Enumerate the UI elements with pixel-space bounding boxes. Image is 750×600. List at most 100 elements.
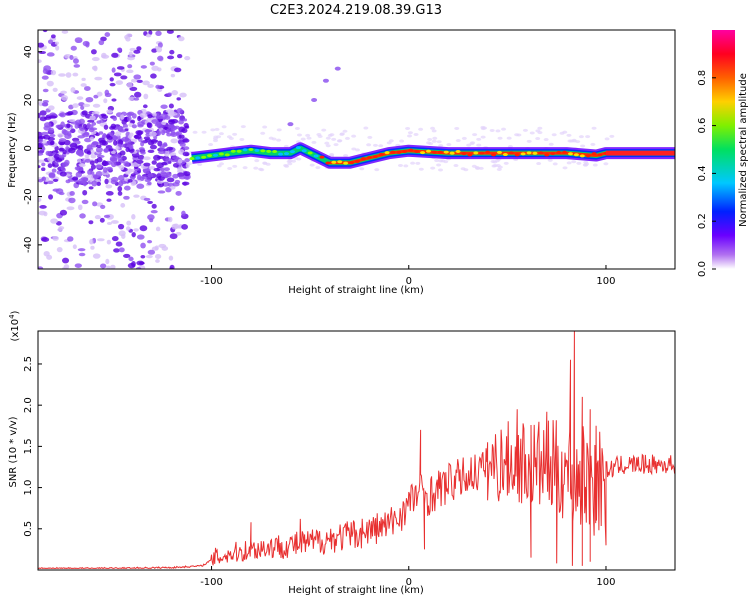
noise-speck <box>183 171 191 177</box>
haze-speck <box>300 137 306 141</box>
haze-speck <box>367 135 373 139</box>
noise-speck <box>120 75 128 80</box>
noise-speck <box>171 156 180 160</box>
noise-speck <box>155 84 161 89</box>
noise-speck <box>123 253 131 258</box>
haze-speck <box>415 161 421 165</box>
noise-speck <box>102 160 107 167</box>
noise-speck <box>41 162 46 167</box>
haze-speck <box>428 142 434 146</box>
branch-point <box>322 78 329 83</box>
noise-speck <box>171 223 178 230</box>
ridge-bead <box>289 150 295 154</box>
noise-speck <box>85 41 90 48</box>
noise-speck <box>139 225 148 232</box>
haze-speck <box>490 159 496 163</box>
noise-speck <box>47 163 53 168</box>
noise-speck <box>38 197 42 203</box>
noise-speck <box>136 183 145 189</box>
noise-speck <box>159 145 165 151</box>
haze-speck <box>434 159 440 163</box>
noise-speck <box>126 33 133 38</box>
noise-speck <box>38 178 44 183</box>
noise-speck <box>149 61 155 66</box>
ridge-bead <box>254 148 260 152</box>
noise-speck <box>143 136 151 140</box>
haze-speck <box>482 126 488 130</box>
haze-speck <box>453 164 459 168</box>
noise-speck <box>67 110 74 116</box>
haze-speck <box>547 158 553 162</box>
x-tick-label: 0 <box>406 577 412 588</box>
haze-speck <box>410 161 416 165</box>
ridge-bead <box>567 152 573 156</box>
snr-frame <box>37 330 676 571</box>
spectrogram-marks <box>38 30 675 269</box>
ridge-bead <box>532 151 538 155</box>
noise-speck <box>91 57 100 62</box>
noise-speck <box>84 158 91 163</box>
haze-speck <box>239 137 245 141</box>
haze-speck <box>566 161 572 165</box>
haze-speck <box>559 131 565 135</box>
haze-speck <box>436 140 442 144</box>
noise-speck <box>126 69 134 74</box>
noise-speck <box>80 83 87 87</box>
noise-speck <box>174 125 180 130</box>
noise-speck <box>69 128 76 134</box>
noise-speck <box>96 144 102 148</box>
snr-y-multiplier: (x104) <box>8 310 21 341</box>
noise-speck <box>38 42 45 48</box>
noise-speck <box>169 205 175 211</box>
noise-speck <box>177 167 183 172</box>
haze-speck <box>240 125 246 129</box>
ridge-bead <box>556 150 562 154</box>
ridge-bead <box>366 155 372 159</box>
ridge-bead <box>491 153 497 157</box>
snr-x-axis-label: Height of straight line (km) <box>288 585 424 596</box>
noise-speck <box>120 203 126 208</box>
noise-speck <box>99 263 107 269</box>
haze-speck <box>460 167 466 171</box>
noise-speck <box>128 51 133 57</box>
ridge-bead <box>473 151 479 155</box>
haze-speck <box>566 133 572 137</box>
ridge-bead <box>390 150 396 154</box>
noise-speck <box>68 104 74 110</box>
noise-speck <box>60 94 69 101</box>
noise-speck <box>154 254 162 259</box>
noise-speck <box>48 172 56 178</box>
ridge-bead <box>544 153 550 157</box>
noise-speck <box>58 113 64 117</box>
noise-speck <box>125 36 131 42</box>
noise-speck <box>135 130 144 136</box>
noise-speck <box>38 165 41 169</box>
ridge-bead <box>272 149 278 153</box>
x-tick-label: -100 <box>200 577 223 588</box>
haze-speck <box>386 141 392 145</box>
noise-speck <box>75 119 82 125</box>
ridge-bead <box>372 155 378 159</box>
haze-speck <box>363 126 369 130</box>
noise-speck <box>142 80 150 86</box>
haze-speck <box>529 131 535 135</box>
noise-speck <box>65 179 71 184</box>
noise-speck <box>178 134 185 139</box>
noise-speck <box>58 138 67 142</box>
noise-speck <box>76 96 84 100</box>
noise-speck <box>144 178 152 183</box>
ridge-bead <box>230 149 236 153</box>
noise-speck <box>166 146 174 151</box>
haze-speck <box>201 130 207 134</box>
noise-speck <box>70 87 76 93</box>
noise-speck <box>42 88 49 93</box>
noise-speck <box>148 166 156 170</box>
noise-speck <box>184 55 191 61</box>
noise-speck <box>111 161 117 168</box>
noise-speck <box>140 242 146 249</box>
noise-speck <box>137 124 144 128</box>
haze-speck <box>309 163 315 167</box>
noise-speck <box>58 154 65 159</box>
noise-speck <box>133 74 142 80</box>
noise-speck <box>59 209 68 216</box>
